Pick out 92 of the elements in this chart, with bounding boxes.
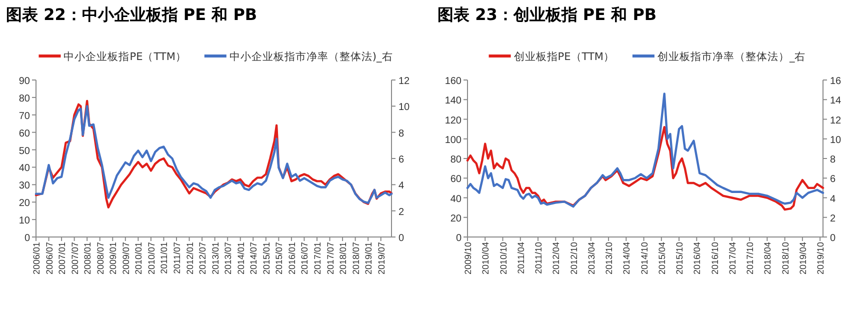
y-tick-label: 80 [18,93,30,104]
x-tick-label: 2006/07 [44,242,54,275]
y-tick-label: 40 [18,163,30,174]
y-tick-label: 120 [444,115,462,126]
x-tick-label: 2015/04 [656,242,667,275]
x-tick-label: 2015/01 [261,242,272,275]
x-tick-label: 2017/10 [745,242,756,275]
x-tick-label: 2015/10 [674,242,685,275]
x-tick-label: 2012/01 [184,242,195,275]
y-tick-label: 20 [18,198,30,210]
chart-title: 图表 22：中小企业板指 PE 和 PB [6,5,258,24]
x-tick-label: 2013/01 [210,242,220,275]
x-tick-label: 2010/07 [146,242,156,275]
x-tick-label: 2007/01 [57,242,68,275]
y-tick-label: 160 [444,76,462,87]
x-tick-label: 2008/01 [82,242,93,275]
x-tick-label: 2016/10 [710,242,720,275]
x-tick-label: 2011/10 [534,242,544,274]
x-tick-label: 2018/04 [762,242,773,275]
y-tick-label: 0 [24,233,30,244]
y2-tick-label: 0 [830,233,836,244]
x-tick-label: 2013/10 [604,242,614,275]
x-tick-label: 2018/10 [780,242,790,275]
x-tick-label: 2009/01 [108,242,118,275]
x-tick-label: 2014/10 [639,242,650,275]
y-tick-label: 60 [18,128,30,140]
y-tick-label: 20 [450,213,462,224]
x-tick-label: 2019/01 [364,242,374,275]
y2-tick-label: 8 [398,128,404,140]
x-tick-label: 2010/01 [134,242,144,275]
y-tick-label: 0 [456,233,462,244]
y-tick-label: 30 [18,180,30,192]
legend-label: 创业板指市净率（整体法）_右 [657,50,806,63]
x-tick-label: 2012/07 [198,242,208,275]
y-tick-label: 50 [18,146,30,157]
x-tick-label: 2011/04 [516,242,526,274]
x-tick-label: 2016/01 [286,242,297,275]
x-tick-label: 2019/07 [376,242,386,275]
x-tick-label: 2017/07 [325,242,336,275]
y-tick-label: 40 [450,194,462,205]
x-tick-label: 2012/10 [568,242,579,275]
x-tick-label: 2007/07 [70,242,80,275]
legend-label: 中小企业板指PE（TTM） [64,50,186,63]
x-tick-label: 2014/04 [622,242,632,275]
chart-title: 图表 23：创业板指 PE 和 PB [438,5,657,24]
y2-tick-label: 2 [398,206,404,218]
y2-tick-label: 10 [830,134,842,146]
legend-label: 中小企业板指市净率（整体法)_右 [229,50,393,63]
x-tick-label: 2017/01 [312,242,322,275]
line-series [466,126,824,211]
x-tick-label: 2009/07 [120,242,131,275]
y-tick-label: 80 [450,154,462,166]
y2-tick-label: 6 [830,174,836,186]
y-tick-label: 60 [450,174,462,186]
x-tick-label: 2016/07 [300,242,310,275]
x-tick-label: 2010/10 [498,242,508,275]
x-tick-label: 2018/07 [350,242,361,275]
y-tick-label: 140 [444,96,462,107]
y2-tick-label: 0 [398,233,404,244]
x-tick-label: 2017/04 [727,242,738,275]
x-tick-label: 2016/04 [692,242,702,275]
x-tick-label: 2019/10 [816,242,826,275]
y2-tick-label: 4 [398,180,404,192]
x-tick-label: 2006/01 [32,242,42,275]
x-tick-label: 2013/07 [223,242,234,275]
x-tick-label: 2011/07 [172,242,182,274]
x-tick-label: 2018/01 [338,242,348,275]
y-tick-label: 90 [18,76,30,87]
line-series [466,92,824,208]
y2-tick-label: 12 [398,76,410,87]
legend-label: 创业板指PE（TTM） [514,50,614,63]
y2-tick-label: 4 [830,194,836,205]
y2-tick-label: 10 [398,102,410,114]
x-tick-label: 2009/10 [463,242,473,275]
x-tick-label: 2011/01 [159,242,170,274]
y-tick-label: 10 [18,216,30,227]
x-tick-label: 2015/07 [274,242,284,275]
x-tick-label: 2014/07 [248,242,259,275]
x-tick-label: 2019/04 [798,242,808,275]
y-tick-label: 70 [18,110,30,122]
x-tick-label: 2012/04 [551,242,562,275]
x-tick-label: 2008/07 [95,242,106,275]
y2-tick-label: 6 [398,154,404,166]
y-tick-label: 100 [444,134,462,146]
y2-tick-label: 14 [830,96,842,107]
x-tick-label: 2014/01 [236,242,246,275]
x-tick-label: 2013/04 [586,242,596,275]
y2-tick-label: 12 [830,115,842,126]
x-tick-label: 2010/04 [480,242,491,275]
y2-tick-label: 8 [830,154,836,166]
y2-tick-label: 2 [830,213,836,224]
y2-tick-label: 16 [830,76,842,87]
